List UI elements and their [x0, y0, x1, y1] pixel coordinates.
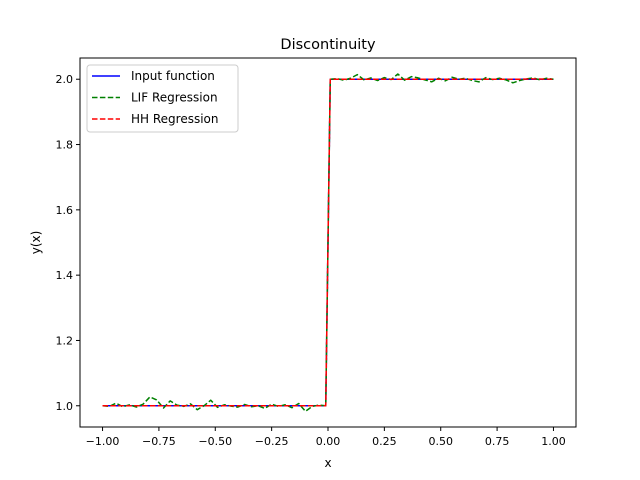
plot-area: [102, 73, 554, 413]
x-tick-label: 0.25: [372, 435, 397, 448]
x-tick-label: 1.00: [541, 435, 566, 448]
legend: Input function LIF Regression HH Regressio…: [86, 64, 239, 133]
legend-label: Input function: [131, 69, 215, 83]
x-tick-label: −0.50: [198, 435, 232, 448]
y-axis: 1.0 1.2 1.4 1.6 1.8 2.0: [56, 73, 80, 413]
x-tick-label: 0.75: [485, 435, 510, 448]
y-axis-label: y(x): [29, 231, 43, 255]
legend-label: LIF Regression: [131, 91, 218, 105]
series-line-hh-regression: [102, 78, 554, 407]
y-tick-label: 1.2: [56, 334, 74, 347]
x-tick-label: −0.75: [142, 435, 176, 448]
chart-title: Discontinuity: [280, 37, 376, 53]
y-tick-label: 1.8: [56, 139, 74, 152]
legend-box: [86, 64, 239, 133]
legend-label: HH Regression: [131, 112, 219, 126]
y-tick-label: 1.0: [56, 400, 74, 413]
y-tick-label: 1.6: [56, 204, 74, 217]
x-tick-label: −0.25: [255, 435, 289, 448]
y-tick-label: 2.0: [56, 73, 74, 86]
x-tick-label: −1.00: [86, 435, 120, 448]
x-axis-label: x: [324, 456, 331, 470]
y-tick-label: 1.4: [56, 269, 74, 282]
x-tick-label: 0.50: [428, 435, 453, 448]
x-axis: −1.00 −0.75 −0.50 −0.25 0.00 0.25 0.50 0.75 1.00: [86, 427, 566, 448]
x-tick-label: 0.00: [316, 435, 341, 448]
